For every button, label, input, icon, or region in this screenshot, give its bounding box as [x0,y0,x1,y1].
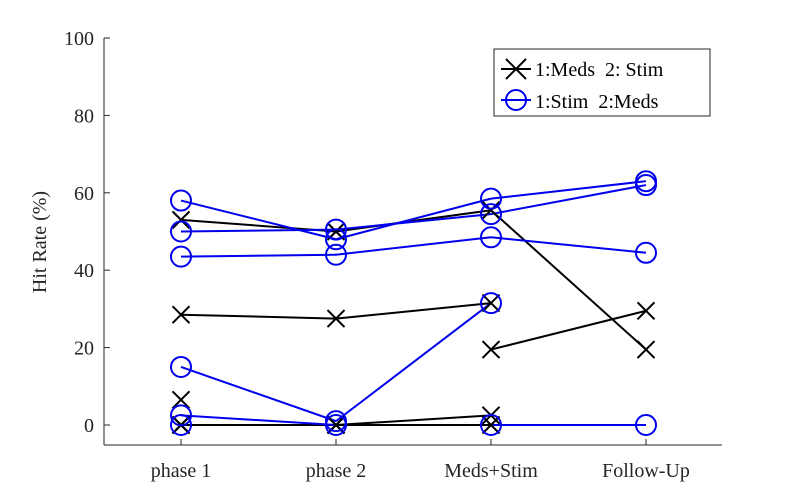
x-tick-label: phase 1 [151,460,212,482]
series-line-segment [180,228,337,233]
legend-label-stim-meds: 1:Stim 2:Meds [535,91,659,113]
series-line-segment [490,180,647,200]
data-point-x [636,301,656,321]
legend-x-marker [505,58,527,80]
series-line-segment [180,366,337,423]
data-point-x [481,340,501,359]
data-point-circle [170,189,192,212]
series-line-segment [180,199,337,241]
series-line-segment [335,236,492,256]
data-point-x [481,293,501,313]
data-point-x [481,415,501,435]
y-tick-label: 100 [64,28,94,50]
legend-box [493,48,711,117]
data-point-circle [325,414,347,436]
series-line-segment [180,414,337,426]
legend-label-meds-stim: 1:Meds 2: Stim [535,59,664,81]
y-tick-label: 40 [74,260,94,282]
data-point-x [171,390,191,410]
series-markers [170,170,657,436]
series-line-segment [180,313,337,320]
axes: 0 20 40 60 80 100 phase 1 phase 2 Meds+Stim Follo… [64,28,722,482]
data-point-circle [170,245,192,268]
series-line-segment [490,309,647,351]
series-line-segment [335,302,492,422]
y-axis-label: Hit Rate (%) [29,191,51,293]
data-point-circle [635,174,657,197]
data-point-circle [325,218,347,241]
data-point-x [326,309,346,328]
data-point-circle [480,226,502,249]
y-tick-label: 60 [74,183,94,205]
x-tick-label: phase 2 [306,460,367,482]
data-point-x [481,201,501,220]
series-line-segment [335,302,492,320]
series-line-segment [335,414,492,426]
series-line-segment [490,184,647,216]
series-line-segment [335,213,492,231]
data-point-circle [480,292,502,315]
data-point-circle [635,414,657,436]
y-tick-label: 0 [84,415,94,437]
legend: 1:Meds 2: Stim 1:Stim 2:Meds [493,48,711,117]
series-lines [180,180,647,426]
x-tick-label: Follow-Up [602,460,690,482]
series-line-segment [490,209,647,351]
data-point-circle [480,414,502,436]
series-line-segment [335,197,492,241]
data-point-circle [480,187,502,210]
data-point-x [636,340,656,359]
data-point-circle [170,414,192,436]
data-point-circle [170,404,192,427]
legend-o-marker [505,89,527,111]
x-tick-label: Meds+Stim [444,460,538,482]
data-point-x [171,305,191,324]
data-point-circle [325,228,347,251]
series-line-segment [490,236,647,254]
data-point-x [326,415,346,435]
y-tick-label: 20 [74,338,94,360]
series-line-segment [180,253,337,258]
data-point-circle [325,243,347,266]
data-point-circle [635,241,657,264]
data-point-circle [170,220,192,243]
y-tick-label: 80 [74,105,94,127]
data-point-circle [170,355,192,378]
data-point-x [171,210,191,230]
data-point-circle [480,203,502,226]
